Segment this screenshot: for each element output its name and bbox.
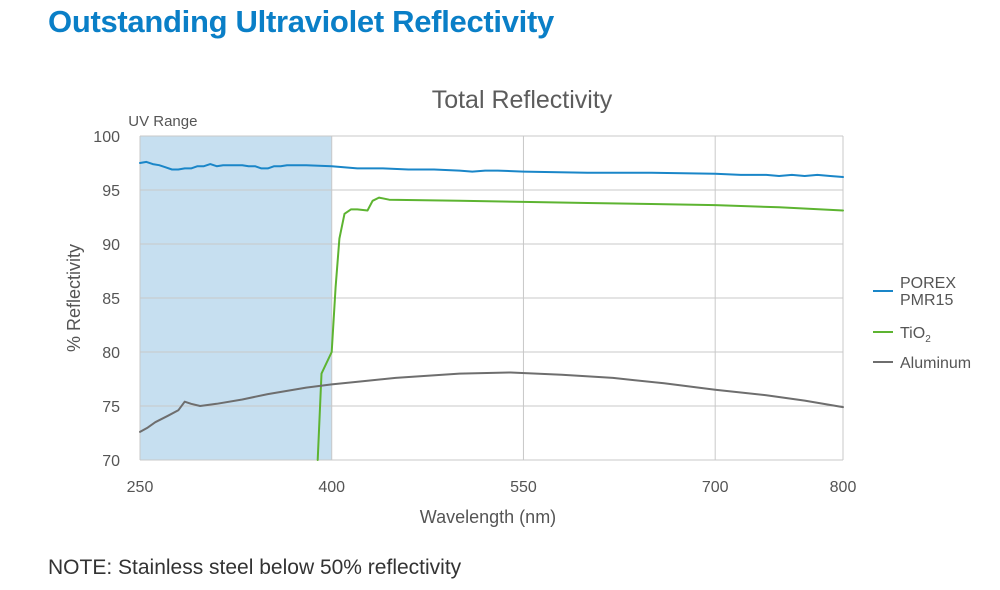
- chart-grid: [139, 135, 844, 461]
- y-tick-label: 85: [102, 291, 120, 308]
- legend-label-porex-line2: PMR15: [900, 292, 953, 309]
- footnote: NOTE: Stainless steel below 50% reflecti…: [48, 556, 462, 579]
- legend: POREX PMR15 TiO2 Aluminum: [873, 275, 971, 372]
- uv-range-label: UV Range: [128, 113, 197, 130]
- x-tick-label: 700: [702, 479, 729, 496]
- series-line-tio2: [316, 196, 844, 461]
- legend-item-aluminum: Aluminum: [873, 355, 971, 372]
- x-tick-label: 800: [830, 479, 857, 496]
- x-axis-label: Wavelength (nm): [420, 507, 556, 527]
- legend-label-aluminum: Aluminum: [900, 355, 971, 372]
- y-axis-label: % Reflectivity: [64, 244, 84, 352]
- x-axis-ticks: 250 400 550 700 800: [127, 479, 857, 496]
- legend-item-tio2: TiO2: [873, 325, 931, 345]
- series-line-porex: [139, 160, 844, 178]
- legend-label-tio2-main: TiO: [900, 325, 925, 342]
- series-lines: [139, 160, 844, 461]
- x-tick-label: 400: [318, 479, 345, 496]
- y-tick-label: 100: [93, 129, 120, 146]
- legend-item-porex: POREX PMR15: [873, 275, 956, 309]
- y-tick-label: 80: [102, 345, 120, 362]
- page-heading: Outstanding Ultraviolet Reflectivity: [48, 4, 554, 39]
- legend-label-tio2-subscript: 2: [925, 334, 931, 345]
- x-tick-label: 250: [127, 479, 154, 496]
- legend-label-porex-line1: POREX: [900, 275, 956, 292]
- legend-label-tio2: TiO2: [900, 325, 931, 345]
- x-tick-label: 550: [510, 479, 537, 496]
- y-axis-ticks: 70 75 80 85 90 95 100: [93, 129, 120, 470]
- series-line-aluminum: [139, 371, 844, 433]
- y-tick-label: 70: [102, 453, 120, 470]
- y-tick-label: 95: [102, 183, 120, 200]
- y-tick-label: 75: [102, 399, 120, 416]
- y-tick-label: 90: [102, 237, 120, 254]
- chart-title: Total Reflectivity: [432, 86, 613, 114]
